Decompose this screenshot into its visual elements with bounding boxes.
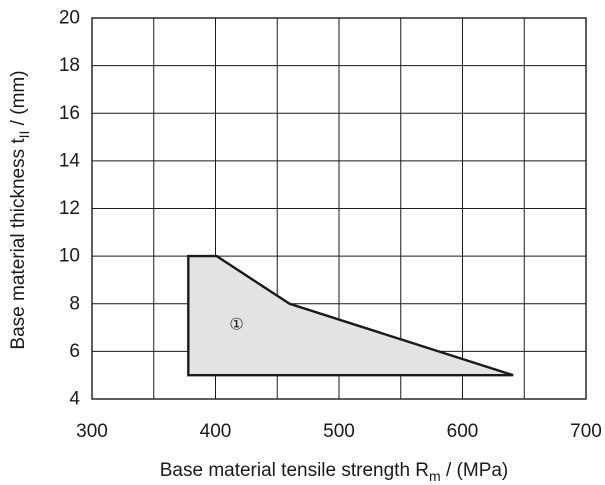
y-axis-label-main: Base material thickness t — [8, 138, 29, 350]
plot-frame — [91, 17, 587, 400]
y-tick-label: 16 — [59, 103, 80, 124]
x-axis-label-unit: / (MPa) — [441, 460, 509, 481]
x-tick-label: 400 — [200, 421, 232, 442]
y-tick-label: 10 — [59, 246, 80, 267]
series-layer — [187, 254, 514, 377]
x-axis-label-subscript: m — [429, 468, 441, 484]
y-tick-label: 12 — [59, 198, 80, 219]
region-marker-1: ① — [229, 317, 243, 334]
y-tick-label: 4 — [69, 389, 80, 410]
tick-labels: 300 400 500 600 700 4 6 8 10 12 14 16 18 20 — [59, 8, 602, 443]
x-axis-label-main: Base material tensile strength R — [160, 460, 429, 481]
x-tick-label: 700 — [570, 421, 602, 442]
y-tick-label: 14 — [59, 150, 81, 171]
y-axis-label-subscript: II — [16, 131, 32, 139]
y-tick-label: 8 — [69, 293, 80, 314]
region-polygon — [187, 254, 514, 377]
x-tick-label: 600 — [447, 421, 479, 442]
x-tick-label: 500 — [323, 421, 355, 442]
y-tick-label: 6 — [69, 341, 80, 362]
x-axis-label: Base material tensile strength Rm / (MPa… — [160, 460, 509, 484]
y-axis-label-unit: / (mm) — [8, 70, 29, 130]
y-axis-label: Base material thickness tII / (mm) — [8, 70, 32, 349]
y-tick-label: 18 — [59, 55, 80, 76]
y-tick-label: 20 — [59, 8, 80, 29]
x-tick-label: 300 — [76, 421, 108, 442]
